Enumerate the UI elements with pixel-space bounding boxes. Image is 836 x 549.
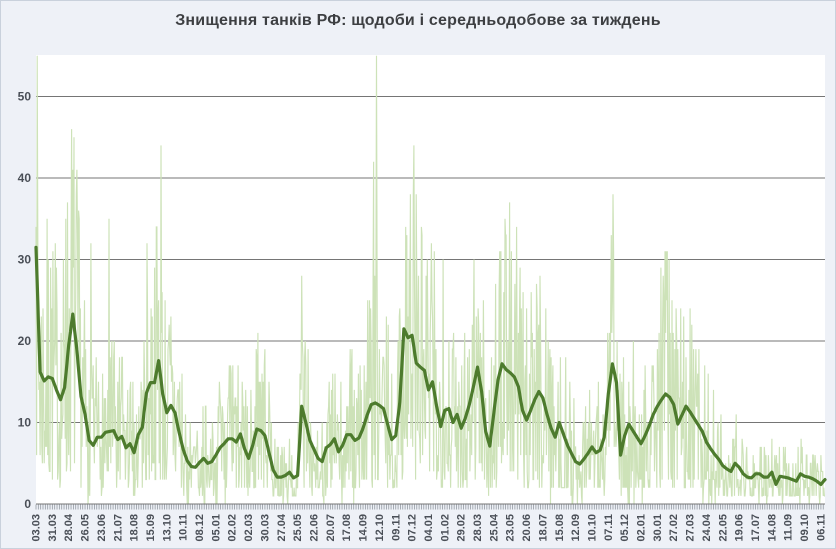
x-axis-label: 12.09	[570, 514, 582, 542]
y-axis-label: 30	[18, 253, 32, 267]
y-axis-label: 20	[18, 334, 32, 348]
x-axis-label: 10.10	[586, 514, 598, 542]
x-axis-label: 28.03	[472, 514, 484, 542]
x-axis-label: 02.01	[636, 514, 648, 542]
x-axis-label: 11.09	[783, 514, 795, 541]
x-axis-label: 09.10	[799, 514, 811, 542]
x-axis-label: 10.11	[178, 514, 190, 541]
y-axis-label: 10	[18, 416, 32, 430]
x-axis-label: 08.12	[194, 514, 206, 542]
x-axis-label: 22.05	[717, 514, 729, 542]
x-axis-label: 25.04	[488, 513, 500, 541]
x-axis-label: 07.12	[407, 514, 419, 542]
x-axis-label: 23.06	[96, 514, 108, 542]
x-axis-label: 14.08	[766, 514, 778, 542]
y-axis-label: 40	[18, 171, 32, 185]
x-axis-label: 23.05	[505, 514, 517, 542]
y-axis-label: 0	[24, 497, 31, 511]
y-axis-label: 50	[18, 90, 32, 104]
x-axis-label: 31.03	[47, 514, 59, 542]
x-axis-label: 20.06	[521, 514, 533, 542]
x-axis-label: 21.07	[112, 514, 124, 542]
x-axis-label: 05.12	[619, 514, 631, 542]
x-axis-label: 04.01	[423, 514, 435, 542]
x-axis-label: 20.07	[325, 514, 337, 542]
x-axis-label: 01.02	[439, 514, 451, 542]
x-axis-label: 13.10	[161, 514, 173, 542]
x-axis-label: 27.04	[276, 513, 288, 541]
x-axis-label: 02.02	[227, 514, 239, 542]
x-axis-label: 27.02	[668, 514, 680, 542]
x-axis-label: 06.11	[815, 514, 827, 541]
x-axis-label: 15.08	[554, 514, 566, 542]
x-axis-label: 25.05	[292, 514, 304, 542]
x-axis-label: 28.04	[63, 513, 75, 541]
y-axis-labels: 0 10 20 30 40 50	[18, 90, 32, 512]
x-axis-label: 07.11	[603, 514, 615, 541]
chart-title: Знищення танків РФ: щодоби і середньодоб…	[175, 12, 661, 29]
x-axis-label: 12.10	[374, 514, 386, 542]
x-axis-label: 17.07	[750, 514, 762, 542]
x-axis-label: 30.03	[259, 514, 271, 542]
x-axis-ticks	[35, 504, 824, 510]
daily-series-line	[35, 55, 825, 505]
x-axis-label: 17.08	[341, 514, 353, 542]
x-axis-label: 02.03	[243, 514, 255, 542]
x-axis-label: 18.08	[129, 514, 141, 542]
x-axis-label: 29.02	[456, 514, 468, 542]
x-axis-label: 26.05	[80, 514, 92, 542]
x-axis-label: 14.09	[358, 514, 370, 542]
x-axis-label: 03.03	[31, 514, 43, 542]
x-axis-label: 24.04	[701, 513, 713, 541]
weekly-average-line	[34, 245, 827, 486]
x-axis-label: 15.09	[145, 514, 157, 542]
x-axis-labels: 03.03 31.03 28.04 26.05 23.06 21.07 18.08 15.09…	[31, 513, 828, 541]
x-axis-label: 18.07	[537, 514, 549, 542]
x-axis-label: 19.06	[734, 514, 746, 542]
x-axis-label: 09.11	[390, 514, 402, 541]
x-axis-label: 22.06	[308, 514, 320, 542]
x-axis-label: 30.01	[652, 514, 664, 542]
x-axis-label: 27.03	[685, 514, 697, 542]
x-axis-label: 05.01	[210, 514, 222, 542]
